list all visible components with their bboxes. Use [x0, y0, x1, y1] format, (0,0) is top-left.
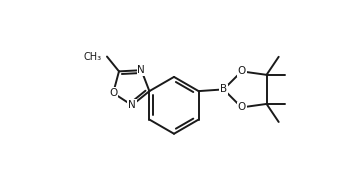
Text: O: O	[237, 102, 246, 112]
Text: N: N	[128, 100, 136, 110]
Text: O: O	[237, 66, 246, 76]
Text: B: B	[220, 84, 227, 94]
Text: CH₃: CH₃	[84, 52, 102, 62]
Text: N: N	[137, 65, 145, 75]
Text: O: O	[109, 88, 117, 98]
